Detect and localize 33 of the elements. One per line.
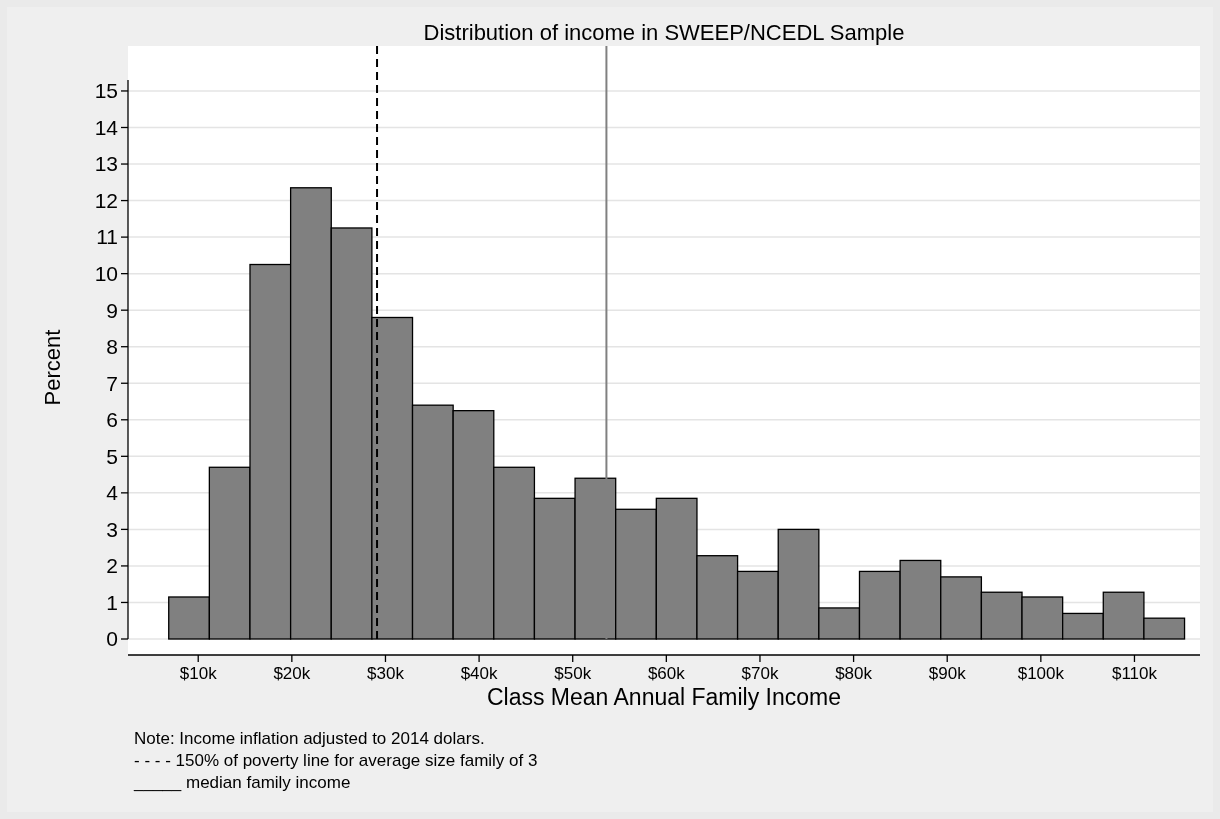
y-tick-label: 14 <box>94 115 119 139</box>
y-tick-label: 10 <box>94 261 118 285</box>
x-tick-label: $90k <box>928 664 967 683</box>
y-tick-label: 11 <box>96 225 118 249</box>
y-tick-label: 2 <box>106 554 118 578</box>
y-tick-label: 9 <box>106 298 118 322</box>
y-tick-label: 5 <box>106 444 118 468</box>
x-tick-label: $30k <box>367 664 405 683</box>
x-tick-label: $110k <box>1111 664 1158 683</box>
chart-title: Distribution of income in SWEEP/NCEDL Sample <box>423 20 905 45</box>
text: _____ median family income <box>133 773 351 792</box>
x-tick-label: $60k <box>647 664 686 683</box>
y-tick-label: 3 <box>106 517 118 541</box>
y-tick-label: 4 <box>106 481 119 505</box>
x-tick-label: $10k <box>179 664 218 683</box>
x-tick-label: $20k <box>273 664 311 683</box>
x-tick-label: $100k <box>1017 664 1065 683</box>
y-tick-label: 8 <box>106 335 118 359</box>
y-tick-label: 15 <box>94 79 118 103</box>
y-tick-label: 12 <box>94 188 118 212</box>
y-tick-label: 13 <box>94 152 118 176</box>
x-tick-label: $80k <box>835 664 873 683</box>
y-tick-label: 0 <box>106 627 118 651</box>
x-tick-label: $70k <box>741 664 779 683</box>
y-tick-label: 7 <box>106 371 118 395</box>
y-axis-title: Percent <box>40 329 65 406</box>
x-axis-title: Class Mean Annual Family Income <box>486 684 842 710</box>
x-tick-label: $40k <box>460 664 499 683</box>
text: Note: Income inflation adjusted to 2014 dolars. <box>134 729 485 748</box>
y-tick-label: 6 <box>106 408 118 432</box>
y-tick-label: 1 <box>106 590 118 614</box>
x-tick-label: $50k <box>554 664 592 683</box>
text: - - - - 150% of poverty line for average size family of 3 <box>134 751 538 770</box>
